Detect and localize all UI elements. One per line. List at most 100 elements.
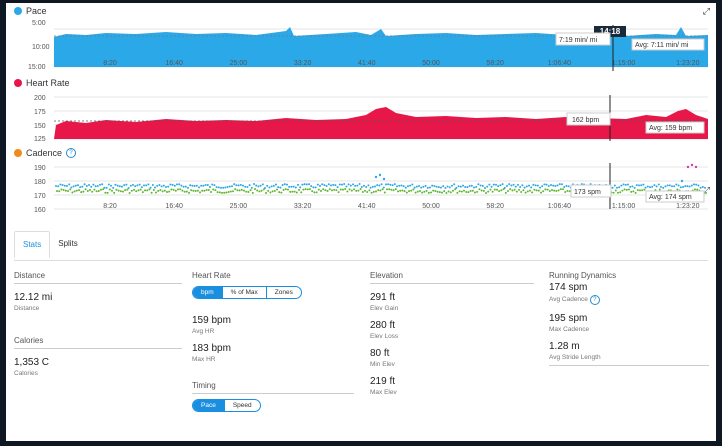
hr-ytick: 175: [34, 109, 46, 116]
hr-toggle-zones[interactable]: Zones: [265, 287, 301, 298]
help-circle-icon[interactable]: ?: [589, 295, 600, 305]
distance-calories-column: Distance 12.12 mi Distance Calories 1,35…: [14, 271, 182, 377]
hr-tooltip: 162 bpm: [572, 117, 599, 124]
cadence-chart[interactable]: Cadence ? ⤢ 190 180 170 160 173 spm Avg:…: [6, 145, 716, 215]
distance-value: 12.12 mi: [14, 292, 53, 303]
hr-legend-dot: [14, 79, 22, 87]
hr-toggle-bpm[interactable]: bpm: [193, 287, 222, 298]
cadence-ytick: 160: [34, 207, 46, 214]
avg-hr-label: Avg HR: [192, 328, 215, 335]
avg-cadence-label: Avg Cadence: [549, 296, 588, 303]
min-elev-label: Min Elev: [370, 361, 395, 368]
x-tick-label: 33:20: [294, 60, 312, 67]
running-dynamics-column: Running Dynamics 174 spm Avg Cadence ? 1…: [549, 271, 709, 366]
tab-splits[interactable]: Splits: [58, 239, 78, 248]
x-tick-label: 1:15:00: [612, 60, 635, 67]
hr-toggle-percent-max[interactable]: % of Max: [221, 287, 266, 298]
hr-title: Heart Rate: [26, 78, 70, 88]
x-tick-label: 50:00: [422, 203, 440, 210]
pace-ytick: 5:00: [32, 20, 46, 27]
x-axis-ticks: 8:20 16:40 25:00 33:20 41:40 50:00 58:20 1:06:4…: [103, 203, 699, 210]
heart-rate-chart[interactable]: Heart Rate 200 175 150 125 162 bpm Avg: …: [6, 75, 716, 145]
running-dynamics-title: Running Dynamics: [549, 271, 617, 280]
x-tick-label: 16:40: [165, 60, 183, 67]
tab-stats[interactable]: Stats: [14, 231, 51, 258]
calories-label: Calories: [14, 370, 38, 377]
max-hr-label: Max HR: [192, 356, 216, 363]
pace-tooltip: 7:19 min/ mi: [559, 37, 598, 44]
x-tick-label: 58:20: [486, 203, 504, 210]
cadence-title: Cadence: [26, 148, 63, 158]
pace-xticks: 8:20 16:40 25:00 33:20 41:40 50:00 58:20 1:06:4…: [103, 60, 699, 67]
tab-divider: [14, 260, 708, 261]
cadence-ytick: 190: [34, 165, 46, 172]
x-tick-label: 41:40: [358, 60, 376, 67]
pace-title: Pace: [26, 6, 47, 16]
hr-plot[interactable]: 200 175 150 125 162 bpm Avg: 159 bpm: [6, 75, 716, 145]
avg-hr-value: 159 bpm: [192, 315, 231, 326]
stats-tabs: Stats Splits: [14, 231, 86, 258]
x-tick-label: 16:40: [165, 203, 183, 210]
elev-loss-value: 280 ft: [370, 320, 396, 331]
timing-title: Timing: [192, 381, 216, 390]
x-tick-label: 33:20: [294, 203, 312, 210]
x-tick-label: 8:20: [103, 203, 117, 210]
timing-toggle: Pace Speed: [192, 399, 261, 412]
expand-icon[interactable]: ⤢: [702, 6, 710, 16]
elev-gain-label: Elev Gain: [370, 305, 399, 312]
max-elev-label: Max Elev: [370, 389, 397, 396]
max-hr-value: 183 bpm: [192, 343, 231, 354]
x-tick-label: 1:06:40: [548, 203, 571, 210]
timing-toggle-pace[interactable]: Pace: [193, 400, 224, 411]
pace-ytick: 10:00: [32, 44, 50, 51]
x-tick-label: 41:40: [358, 203, 376, 210]
x-tick-label: 1:15:00: [612, 203, 635, 210]
cadence-tooltip: 173 spm: [574, 189, 601, 196]
elevation-column: Elevation 291 ft Elev Gain 280 ft Elev L…: [370, 271, 534, 396]
expand-icon[interactable]: ⤢: [702, 185, 710, 195]
x-tick-label: 1:06:40: [548, 60, 571, 67]
hr-unit-toggle: bpm % of Max Zones: [192, 286, 302, 299]
pace-avg-label: Avg: 7:11 min/ mi: [635, 42, 689, 49]
x-tick-label: 8:20: [103, 60, 117, 67]
help-circle-icon[interactable]: ?: [66, 148, 77, 158]
cadence-legend-dot: [14, 149, 22, 157]
elevation-title: Elevation: [370, 271, 403, 280]
hr-ytick: 150: [34, 123, 46, 130]
pace-ytick: 15:00: [28, 64, 46, 71]
avg-stride-value: 1.28 m: [549, 341, 580, 352]
max-cadence-value: 195 spm: [549, 313, 588, 324]
pace-chart[interactable]: Pace ⤢ 5:00 10:00 15:00 8:20 16:40 25:00 33…: [6, 3, 716, 75]
activity-panel: Pace ⤢ 5:00 10:00 15:00 8:20 16:40 25:00 33…: [6, 3, 716, 441]
hr-stats-title: Heart Rate: [192, 271, 231, 280]
x-tick-label: 1:23:20: [676, 60, 699, 67]
avg-stride-label: Avg Stride Length: [549, 354, 601, 361]
cadence-plot[interactable]: 190 180 170 160 173 spm Avg: 174 spm 8:2…: [6, 145, 716, 215]
avg-cadence-value: 174 spm: [549, 282, 588, 293]
pace-cursor-time: 14:18: [600, 27, 621, 36]
max-elev-value: 219 ft: [370, 376, 396, 387]
max-cadence-label: Max Cadence: [549, 326, 590, 333]
x-tick-label: 58:20: [486, 60, 504, 67]
cadence-ytick: 180: [34, 179, 46, 186]
hr-ytick: 125: [34, 136, 46, 143]
cadence-avg-label: Avg: 174 spm: [649, 194, 692, 201]
x-tick-label: 50:00: [422, 60, 440, 67]
distance-title: Distance: [14, 271, 46, 280]
elev-loss-label: Elev Loss: [370, 333, 399, 340]
calories-value: 1,353 C: [14, 357, 50, 368]
hr-avg-label: Avg: 159 bpm: [649, 125, 692, 132]
timing-toggle-speed[interactable]: Speed: [223, 400, 260, 411]
cadence-ytick: 170: [34, 193, 46, 200]
elev-gain-value: 291 ft: [370, 292, 396, 303]
x-tick-label: 25:00: [230, 203, 248, 210]
calories-title: Calories: [14, 336, 44, 345]
x-tick-label: 25:00: [230, 60, 248, 67]
pace-legend-dot: [14, 7, 22, 15]
hr-ytick: 200: [34, 95, 46, 102]
heart-rate-column: Heart Rate bpm % of Max Zones 159 bpm Av…: [192, 271, 354, 412]
pace-plot[interactable]: 5:00 10:00 15:00 8:20 16:40 25:00 33:20 41:4…: [6, 3, 716, 75]
distance-label: Distance: [14, 305, 40, 312]
x-tick-label: 1:23:20: [676, 203, 699, 210]
min-elev-value: 80 ft: [370, 348, 390, 359]
